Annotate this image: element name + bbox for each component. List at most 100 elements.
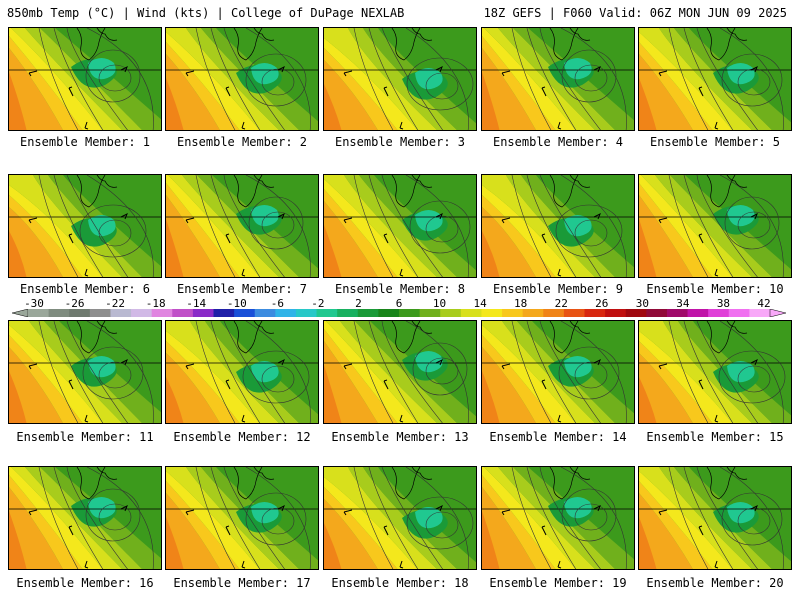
colorbar-tick-label: -6 xyxy=(270,297,284,310)
colorbar-segment xyxy=(151,309,173,317)
ensemble-member-map xyxy=(481,27,635,131)
colorbar-segment xyxy=(522,309,544,317)
ensemble-member-map xyxy=(165,174,319,278)
colorbar-segment xyxy=(357,309,379,317)
ensemble-member-map xyxy=(481,320,635,424)
ensemble-member-map xyxy=(8,320,162,424)
colorbar-segment xyxy=(749,309,771,317)
ensemble-member-map xyxy=(323,27,477,131)
ensemble-member-map xyxy=(638,174,792,278)
colorbar-tick-label: 22 xyxy=(554,297,568,310)
colorbar-segment xyxy=(110,309,132,317)
colorbar-tick-label: 2 xyxy=(355,297,362,310)
ensemble-member-map xyxy=(323,174,477,278)
ensemble-member-caption: Ensemble Member: 17 xyxy=(173,576,311,590)
ensemble-member-caption: Ensemble Member: 8 xyxy=(334,282,466,296)
colorbar-segment xyxy=(563,309,585,317)
colorbar-tick-label: 14 xyxy=(473,297,487,310)
colorbar-segment xyxy=(316,309,338,317)
colorbar-segment xyxy=(213,309,235,317)
colorbar-segment xyxy=(687,309,709,317)
ensemble-member-caption: Ensemble Member: 6 xyxy=(19,282,151,296)
colorbar-segment xyxy=(275,309,297,317)
colorbar-tick-label: 6 xyxy=(395,297,403,310)
ensemble-member-caption: Ensemble Member: 9 xyxy=(492,282,624,296)
colorbar-segment xyxy=(89,309,111,317)
colorbar-segment xyxy=(666,309,689,317)
colorbar-tick-label: -2 xyxy=(311,297,325,310)
colorbar-segment xyxy=(625,309,647,317)
colorbar-tick-label: 30 xyxy=(635,297,649,310)
colorbar-segment xyxy=(337,309,359,317)
ensemble-member-caption: Ensemble Member: 12 xyxy=(173,430,311,444)
colorbar-segment xyxy=(502,309,524,317)
colorbar-segment xyxy=(584,309,606,317)
ensemble-member-caption: Ensemble Member: 16 xyxy=(16,576,154,590)
colorbar-segment xyxy=(728,309,750,317)
colorbar-tick-label: 10 xyxy=(432,297,447,310)
colorbar-segment xyxy=(440,309,462,317)
colorbar-segment xyxy=(481,309,503,317)
colorbar-segment xyxy=(399,309,421,317)
temperature-colorbar xyxy=(12,309,786,317)
colorbar-segment xyxy=(295,309,318,317)
ensemble-member-caption: Ensemble Member: 19 xyxy=(489,576,627,590)
colorbar-tick-label: -22 xyxy=(105,297,126,310)
colorbar-segment xyxy=(254,309,276,317)
ensemble-member-caption: Ensemble Member: 20 xyxy=(646,576,784,590)
colorbar-tick-label: 42 xyxy=(757,297,771,310)
model-run-label: 18Z GEFS | F060 Valid: 06Z MON JUN 09 20… xyxy=(483,6,787,20)
ensemble-member-map xyxy=(638,466,792,570)
ensemble-member-caption: Ensemble Member: 5 xyxy=(649,135,781,149)
ensemble-member-map xyxy=(481,466,635,570)
colorbar-segment xyxy=(605,309,627,317)
ensemble-member-map xyxy=(638,27,792,131)
colorbar-segment xyxy=(131,309,153,317)
ensemble-member-map xyxy=(165,27,319,131)
ensemble-member-caption: Ensemble Member: 3 xyxy=(334,135,466,149)
colorbar-tick-label: 26 xyxy=(595,297,609,310)
colorbar-segment xyxy=(234,309,256,317)
colorbar-tick-label: -18 xyxy=(145,297,166,310)
colorbar-segment xyxy=(48,309,70,317)
colorbar-tick-label: 18 xyxy=(514,297,528,310)
ensemble-member-map xyxy=(323,466,477,570)
ensemble-member-map xyxy=(165,466,319,570)
ensemble-member-caption: Ensemble Member: 2 xyxy=(176,135,308,149)
ensemble-member-map xyxy=(323,320,477,424)
colorbar-max-arrow xyxy=(769,309,786,317)
ensemble-member-caption: Ensemble Member: 14 xyxy=(489,430,627,444)
ensemble-member-caption: Ensemble Member: 15 xyxy=(646,430,784,444)
colorbar-tick-label: -14 xyxy=(186,297,207,310)
ensemble-member-map xyxy=(8,27,162,131)
colorbar-tick-label: -10 xyxy=(226,297,247,310)
ensemble-member-caption: Ensemble Member: 7 xyxy=(176,282,308,296)
ensemble-member-map xyxy=(481,174,635,278)
colorbar-segment xyxy=(543,309,565,317)
colorbar-segment xyxy=(172,309,194,317)
colorbar-tick-label: 34 xyxy=(676,297,690,310)
ensemble-member-caption: Ensemble Member: 10 xyxy=(646,282,784,296)
ensemble-member-map xyxy=(8,174,162,278)
colorbar-segment xyxy=(460,309,482,317)
ensemble-member-caption: Ensemble Member: 13 xyxy=(331,430,469,444)
ensemble-member-caption: Ensemble Member: 4 xyxy=(492,135,624,149)
colorbar-segment xyxy=(646,309,668,317)
ensemble-member-caption: Ensemble Member: 11 xyxy=(16,430,154,444)
colorbar-segment xyxy=(419,309,441,317)
colorbar-segment xyxy=(28,309,50,317)
colorbar-segment xyxy=(192,309,214,317)
ensemble-member-caption: Ensemble Member: 1 xyxy=(19,135,151,149)
ensemble-member-map xyxy=(8,466,162,570)
colorbar-segment xyxy=(69,309,91,317)
map-title: 850mb Temp (°C) | Wind (kts) | College o… xyxy=(7,6,405,20)
colorbar-min-arrow xyxy=(12,309,29,317)
colorbar-tick-label: -26 xyxy=(64,297,85,310)
ensemble-member-map xyxy=(165,320,319,424)
colorbar-tick-label: 38 xyxy=(716,297,731,310)
ensemble-member-map xyxy=(638,320,792,424)
colorbar-tick-label: -30 xyxy=(24,297,44,310)
ensemble-member-caption: Ensemble Member: 18 xyxy=(331,576,469,590)
colorbar-segment xyxy=(708,309,730,317)
